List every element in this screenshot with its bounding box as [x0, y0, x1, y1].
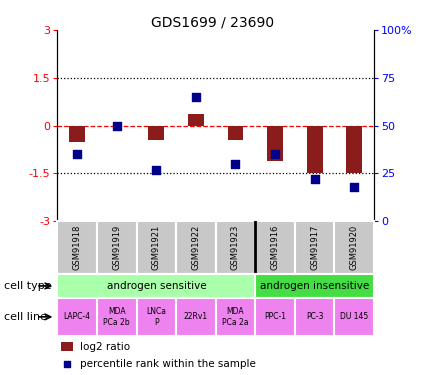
Text: GSM91922: GSM91922: [191, 225, 201, 270]
Text: 22Rv1: 22Rv1: [184, 312, 208, 321]
Point: [272, 151, 278, 157]
Point: [193, 94, 199, 100]
Text: PPC-1: PPC-1: [264, 312, 286, 321]
Text: GSM91918: GSM91918: [73, 225, 82, 270]
Bar: [60, 342, 73, 351]
Point: [74, 151, 81, 157]
Bar: [255, 221, 295, 274]
Text: GSM91916: GSM91916: [271, 225, 280, 270]
Bar: [334, 298, 374, 336]
Bar: [295, 298, 334, 336]
Bar: [215, 298, 255, 336]
Text: DU 145: DU 145: [340, 312, 368, 321]
Bar: [267, 126, 283, 160]
Bar: [255, 298, 295, 336]
Bar: [295, 221, 334, 274]
Bar: [148, 126, 164, 140]
Bar: [57, 274, 255, 298]
Point: [311, 176, 318, 182]
Point: [351, 184, 357, 190]
Text: cell type: cell type: [4, 281, 52, 291]
Text: GDS1699 / 23690: GDS1699 / 23690: [151, 15, 274, 29]
Text: PC-3: PC-3: [306, 312, 323, 321]
Text: GSM91919: GSM91919: [112, 225, 121, 270]
Bar: [215, 221, 255, 274]
Bar: [307, 126, 323, 173]
Point: [113, 123, 120, 129]
Bar: [136, 221, 176, 274]
Bar: [97, 221, 136, 274]
Text: MDA
PCa 2b: MDA PCa 2b: [103, 307, 130, 327]
Text: LAPC-4: LAPC-4: [64, 312, 91, 321]
Bar: [255, 274, 374, 298]
Text: androgen sensitive: androgen sensitive: [107, 281, 206, 291]
Bar: [176, 221, 215, 274]
Bar: [57, 221, 97, 274]
Text: GSM91923: GSM91923: [231, 225, 240, 270]
Bar: [227, 126, 244, 140]
Text: GSM91917: GSM91917: [310, 225, 319, 270]
Text: MDA
PCa 2a: MDA PCa 2a: [222, 307, 249, 327]
Bar: [97, 298, 136, 336]
Bar: [346, 126, 362, 173]
Bar: [69, 126, 85, 142]
Text: LNCa
P: LNCa P: [146, 307, 166, 327]
Point: [232, 161, 239, 167]
Bar: [176, 298, 215, 336]
Text: GSM91921: GSM91921: [152, 225, 161, 270]
Point: [153, 166, 160, 172]
Text: percentile rank within the sample: percentile rank within the sample: [79, 359, 255, 369]
Bar: [334, 221, 374, 274]
Bar: [136, 298, 176, 336]
Point: [63, 361, 70, 367]
Bar: [188, 114, 204, 126]
Text: cell line: cell line: [4, 312, 47, 322]
Text: GSM91920: GSM91920: [350, 225, 359, 270]
Text: log2 ratio: log2 ratio: [79, 342, 130, 352]
Bar: [57, 298, 97, 336]
Text: androgen insensitive: androgen insensitive: [260, 281, 369, 291]
